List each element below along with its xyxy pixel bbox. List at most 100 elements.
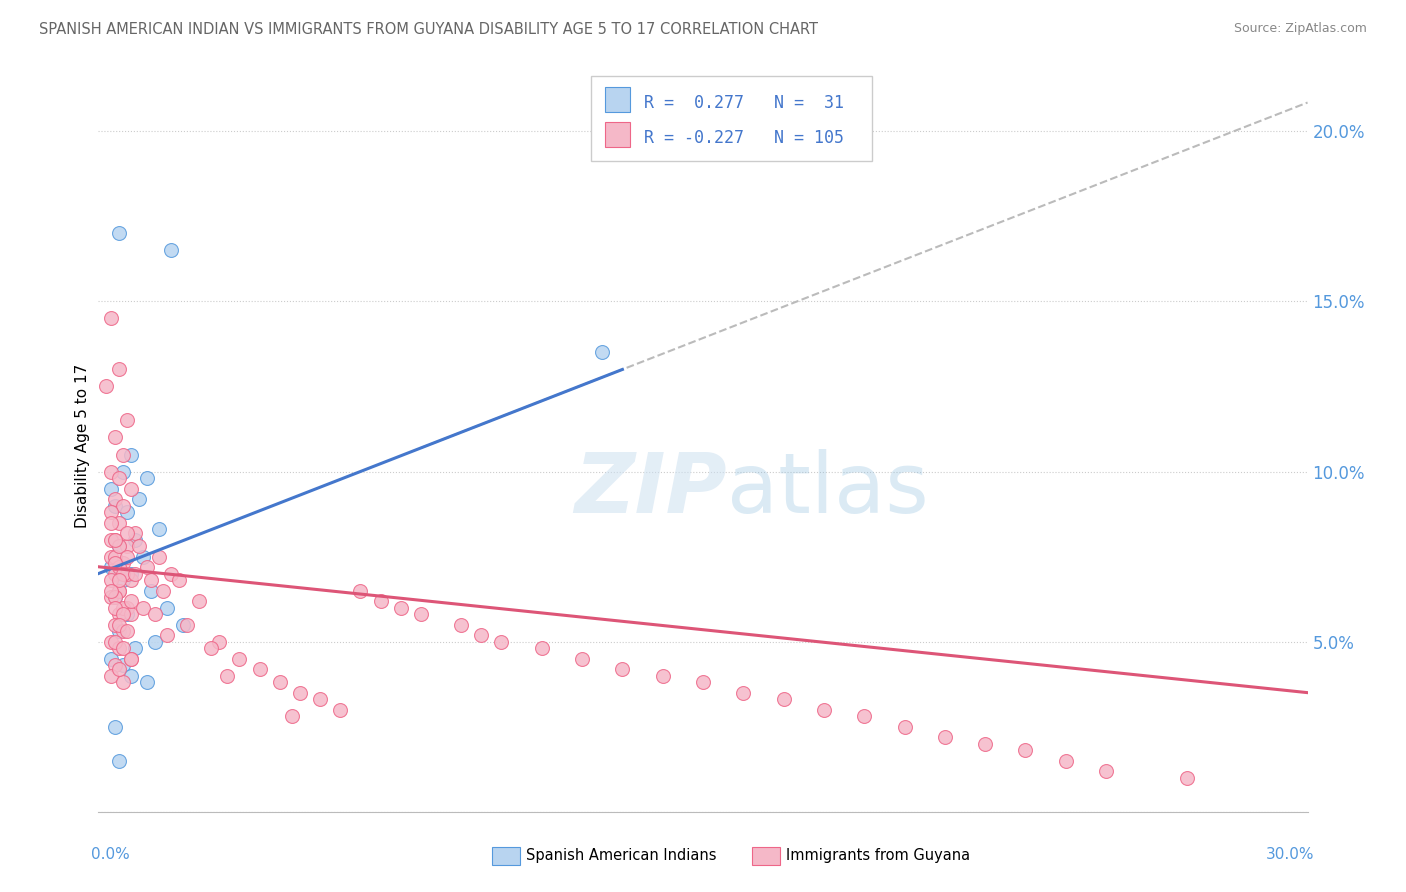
Point xyxy=(103,600,125,615)
Text: R = -0.227   N = 105: R = -0.227 N = 105 xyxy=(644,129,844,147)
Text: Source: ZipAtlas.com: Source: ZipAtlas.com xyxy=(1233,22,1367,36)
Text: R =  0.277   N =  31: R = 0.277 N = 31 xyxy=(644,94,844,112)
Point xyxy=(100,482,122,496)
Point xyxy=(107,574,129,588)
Point xyxy=(160,566,183,581)
Point xyxy=(120,574,142,588)
Text: Spanish American Indians: Spanish American Indians xyxy=(526,848,716,863)
Point xyxy=(100,591,122,605)
Point xyxy=(450,617,472,632)
Point xyxy=(111,675,134,690)
Point xyxy=(100,559,122,574)
Point xyxy=(491,634,513,648)
Point xyxy=(100,549,122,564)
Point xyxy=(100,505,122,519)
Point xyxy=(135,675,157,690)
Point xyxy=(1095,764,1118,778)
Point xyxy=(107,754,129,768)
Point xyxy=(733,686,755,700)
Point xyxy=(139,574,162,588)
Point xyxy=(100,311,122,326)
Point xyxy=(100,533,122,547)
Point xyxy=(111,658,134,673)
Point xyxy=(651,668,673,682)
Point xyxy=(111,574,134,588)
Point xyxy=(100,574,122,588)
Point xyxy=(103,499,125,513)
Point xyxy=(409,607,432,622)
Point xyxy=(772,692,794,706)
Point xyxy=(1054,754,1077,768)
Point xyxy=(107,362,129,376)
Point xyxy=(103,566,125,581)
Point xyxy=(813,703,835,717)
Point xyxy=(103,634,125,648)
Point xyxy=(160,244,183,258)
Text: 30.0%: 30.0% xyxy=(1267,847,1315,863)
Point xyxy=(111,557,134,571)
Point xyxy=(120,607,142,622)
Point xyxy=(100,634,122,648)
Point xyxy=(208,634,231,648)
Point xyxy=(124,566,146,581)
Point xyxy=(128,491,150,506)
Point xyxy=(103,549,125,564)
Point xyxy=(167,574,190,588)
Point xyxy=(148,522,170,536)
Point xyxy=(107,516,129,530)
Point xyxy=(100,583,122,598)
Point xyxy=(1014,743,1036,757)
Point xyxy=(107,583,129,598)
Point xyxy=(103,658,125,673)
Point xyxy=(152,583,174,598)
Point xyxy=(103,591,125,605)
Point xyxy=(111,499,134,513)
Text: atlas: atlas xyxy=(727,450,929,531)
Point xyxy=(107,641,129,656)
Y-axis label: Disability Age 5 to 17: Disability Age 5 to 17 xyxy=(75,364,90,528)
Point xyxy=(370,594,392,608)
Point xyxy=(103,617,125,632)
Point xyxy=(115,505,138,519)
Point xyxy=(103,491,125,506)
Point xyxy=(132,600,155,615)
Point xyxy=(974,737,997,751)
Point xyxy=(107,624,129,639)
Point xyxy=(103,591,125,605)
Point xyxy=(107,227,129,241)
Point xyxy=(115,525,138,540)
Point xyxy=(329,703,352,717)
Point xyxy=(111,566,134,581)
Point xyxy=(228,651,250,665)
Point xyxy=(309,692,332,706)
Point xyxy=(107,662,129,676)
Point xyxy=(156,600,179,615)
Point xyxy=(591,345,613,359)
Point xyxy=(217,668,239,682)
Point xyxy=(853,709,876,723)
Text: Immigrants from Guyana: Immigrants from Guyana xyxy=(786,848,970,863)
Text: 0.0%: 0.0% xyxy=(91,847,131,863)
Point xyxy=(115,607,138,622)
Point xyxy=(107,540,129,554)
Point xyxy=(111,624,134,639)
Point xyxy=(120,448,142,462)
Point xyxy=(120,668,142,682)
Point xyxy=(115,566,138,581)
Point xyxy=(893,720,915,734)
Point xyxy=(107,559,129,574)
Point xyxy=(124,525,146,540)
Point xyxy=(100,651,122,665)
Point xyxy=(143,634,166,648)
Point xyxy=(132,549,155,564)
Point xyxy=(115,540,138,554)
Point xyxy=(120,566,142,581)
Point xyxy=(612,662,634,676)
Point xyxy=(96,379,118,393)
Point xyxy=(288,686,311,700)
Point xyxy=(124,533,146,547)
Point xyxy=(115,549,138,564)
Point xyxy=(107,583,129,598)
Point xyxy=(120,482,142,496)
Point xyxy=(120,594,142,608)
